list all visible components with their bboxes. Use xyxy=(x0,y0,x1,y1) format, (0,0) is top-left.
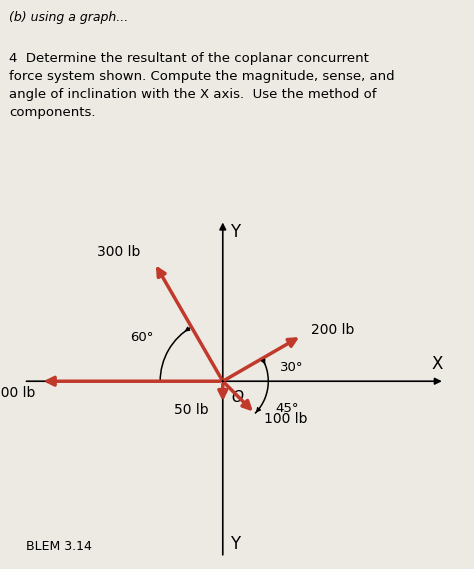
Text: X: X xyxy=(431,355,442,373)
Text: 30°: 30° xyxy=(281,361,304,374)
Text: (b) using a graph...: (b) using a graph... xyxy=(9,11,129,24)
Text: O: O xyxy=(232,390,244,405)
Text: 45°: 45° xyxy=(275,402,299,415)
Text: 400 lb: 400 lb xyxy=(0,386,35,399)
Text: 4  Determine the resultant of the coplanar concurrent
force system shown. Comput: 4 Determine the resultant of the coplana… xyxy=(9,52,395,119)
Text: 100 lb: 100 lb xyxy=(264,412,308,426)
Text: 200 lb: 200 lb xyxy=(311,323,354,337)
Text: 50 lb: 50 lb xyxy=(174,403,209,417)
Text: 60°: 60° xyxy=(130,331,153,344)
Text: Y: Y xyxy=(229,223,240,241)
Text: 300 lb: 300 lb xyxy=(98,245,141,258)
Text: BLEM 3.14: BLEM 3.14 xyxy=(26,540,92,553)
Text: Y: Y xyxy=(229,535,240,553)
